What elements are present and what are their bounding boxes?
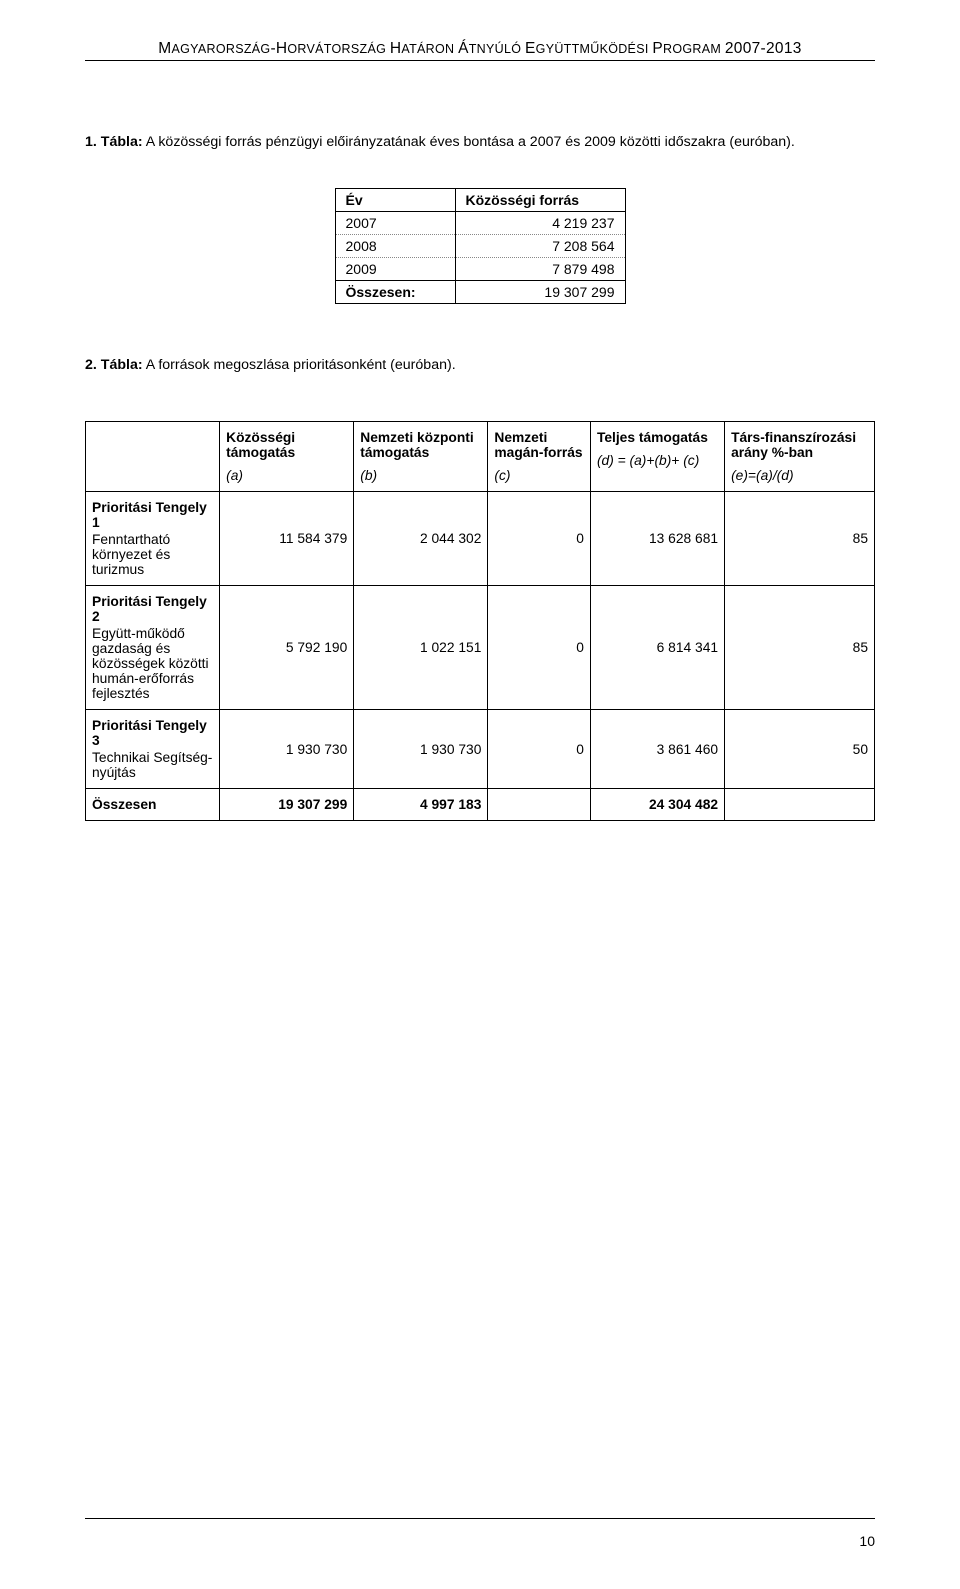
caption-table2: 2. Tábla: A források megoszlása prioritá… xyxy=(85,354,875,376)
header-segment: E xyxy=(525,40,536,57)
table2-axis-row: Prioritási Tengely 1Fenntartható környez… xyxy=(86,492,875,586)
table2-value: 3 861 460 xyxy=(590,710,724,789)
table1-row: 20074 219 237 xyxy=(335,212,625,235)
table2: Közösségi támogatás(a)Nemzeti központi t… xyxy=(85,421,875,821)
header-segment: AGYARORSZÁG xyxy=(172,42,271,56)
table1-header-row: Év Közösségi forrás xyxy=(335,189,625,212)
table2-total-value: 24 304 482 xyxy=(590,789,724,821)
table2-colheader: Nemzeti központi támogatás(b) xyxy=(354,422,488,492)
table2-value: 0 xyxy=(488,492,591,586)
table1-year: 2008 xyxy=(335,235,455,258)
table2-axis-label: Prioritási Tengely 2Együtt-működő gazdas… xyxy=(86,586,220,710)
table2-value: 13 628 681 xyxy=(590,492,724,586)
page-number: 10 xyxy=(859,1533,875,1549)
table2-colheader xyxy=(86,422,220,492)
header-segment: P xyxy=(652,40,663,57)
header-segment: -H xyxy=(270,40,287,57)
table2-header-row: Közösségi támogatás(a)Nemzeti központi t… xyxy=(86,422,875,492)
table1-header-year: Év xyxy=(335,189,455,212)
header-segment: ORVÁTORSZÁG xyxy=(287,42,389,56)
footer-divider xyxy=(85,1518,875,1519)
header-segment: H xyxy=(390,40,402,57)
table2-axis-label: Prioritási Tengely 1Fenntartható környez… xyxy=(86,492,220,586)
table2-total-row: Összesen19 307 2994 997 183 24 304 482 xyxy=(86,789,875,821)
table1-header-val: Közösségi forrás xyxy=(455,189,625,212)
table2-value: 50 xyxy=(725,710,875,789)
table2-total-value xyxy=(488,789,591,821)
table1-value: 7 879 498 xyxy=(455,258,625,281)
table2-value: 0 xyxy=(488,586,591,710)
table1-row: 20097 879 498 xyxy=(335,258,625,281)
table2-value: 85 xyxy=(725,492,875,586)
page-header: MAGYARORSZÁG-HORVÁTORSZÁG HATÁRON ÁTNYÚL… xyxy=(85,40,875,61)
table2-value: 1 930 730 xyxy=(220,710,354,789)
table2-colheader: Közösségi támogatás(a) xyxy=(220,422,354,492)
table2-colheader: Nemzeti magán-forrás(c) xyxy=(488,422,591,492)
table2-axis-label: Prioritási Tengely 3Technikai Segítség-n… xyxy=(86,710,220,789)
table2-colheader: Társ-finanszírozási arány %-ban(e)=(a)/(… xyxy=(725,422,875,492)
table2-total-value xyxy=(725,789,875,821)
table2-value: 11 584 379 xyxy=(220,492,354,586)
table2-axis-row: Prioritási Tengely 2Együtt-működő gazdas… xyxy=(86,586,875,710)
table1-value: 7 208 564 xyxy=(455,235,625,258)
table2-total-label: Összesen xyxy=(86,789,220,821)
table2-value: 0 xyxy=(488,710,591,789)
header-title: MAGYARORSZÁG-HORVÁTORSZÁG HATÁRON ÁTNYÚL… xyxy=(158,40,801,58)
table2-value: 5 792 190 xyxy=(220,586,354,710)
table2-value: 6 814 341 xyxy=(590,586,724,710)
table2-value: 2 044 302 xyxy=(354,492,488,586)
table2-value: 85 xyxy=(725,586,875,710)
caption1-lead: 1. Tábla: xyxy=(85,134,143,150)
caption2-lead: 2. Tábla: xyxy=(85,357,143,373)
header-segment: 2007-2013 xyxy=(725,40,802,57)
header-segment: M xyxy=(158,40,171,57)
table1-total-label: Összesen: xyxy=(335,281,455,304)
table2-value: 1 930 730 xyxy=(354,710,488,789)
table1-total-val: 19 307 299 xyxy=(455,281,625,304)
page: MAGYARORSZÁG-HORVÁTORSZÁG HATÁRON ÁTNYÚL… xyxy=(0,0,960,1589)
header-segment: GYÜTTMŰKÖDÉSI xyxy=(536,42,653,56)
table2-total-value: 4 997 183 xyxy=(354,789,488,821)
table1-total-row: Összesen: 19 307 299 xyxy=(335,281,625,304)
table2-colheader: Teljes támogatás(d) = (a)+(b)+ (c) xyxy=(590,422,724,492)
table1-value: 4 219 237 xyxy=(455,212,625,235)
table1-year: 2009 xyxy=(335,258,455,281)
table2-value: 1 022 151 xyxy=(354,586,488,710)
header-segment: TNYÚLÓ xyxy=(469,42,525,56)
header-segment: ROGRAM xyxy=(663,42,725,56)
caption-table1: 1. Tábla: A közösségi forrás pénzügyi el… xyxy=(85,131,875,153)
caption1-rest: A közösségi forrás pénzügyi előirányzatá… xyxy=(143,134,795,150)
header-segment: Á xyxy=(458,40,469,57)
caption2-rest: A források megoszlása prioritásonként (e… xyxy=(143,357,456,373)
table1-wrap: Év Közösségi forrás 20074 219 23720087 2… xyxy=(85,188,875,304)
table2-axis-row: Prioritási Tengely 3Technikai Segítség-n… xyxy=(86,710,875,789)
header-segment: ATÁRON xyxy=(401,42,458,56)
table2-total-value: 19 307 299 xyxy=(220,789,354,821)
table1: Év Közösségi forrás 20074 219 23720087 2… xyxy=(335,188,626,304)
table1-row: 20087 208 564 xyxy=(335,235,625,258)
table1-year: 2007 xyxy=(335,212,455,235)
